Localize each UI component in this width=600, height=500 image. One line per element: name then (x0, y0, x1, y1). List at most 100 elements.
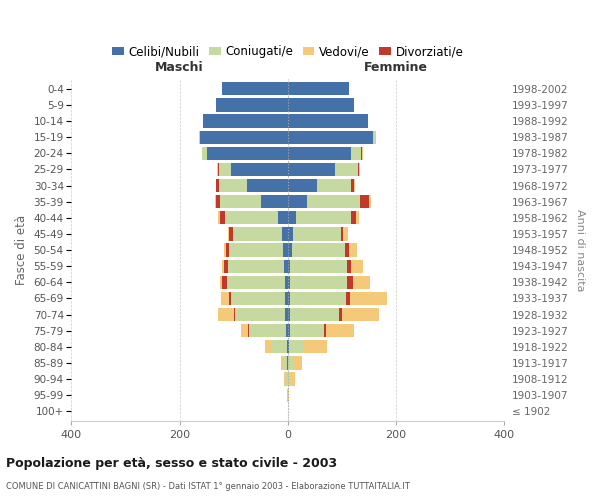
Bar (222, 276, 227, 289)
Bar (304, 340, 326, 353)
Bar (260, 195, 287, 208)
Bar (278, 211, 287, 224)
Bar (351, 211, 356, 224)
Bar (347, 276, 353, 289)
Bar (290, 324, 324, 338)
Bar (241, 324, 248, 338)
Bar (341, 228, 343, 240)
Bar (287, 340, 289, 353)
Bar (342, 308, 379, 321)
Bar (287, 98, 354, 112)
Bar (220, 211, 225, 224)
Bar (231, 163, 287, 176)
Bar (353, 276, 370, 289)
Bar (231, 292, 285, 305)
Bar (225, 211, 278, 224)
Bar (373, 130, 376, 144)
Bar (285, 308, 287, 321)
Bar (287, 244, 292, 256)
Text: COMUNE DI CANICATTINI BAGNI (SR) - Dati ISTAT 1° gennaio 2003 - Elaborazione TUT: COMUNE DI CANICATTINI BAGNI (SR) - Dati … (6, 482, 410, 491)
Bar (229, 244, 283, 256)
Bar (293, 228, 341, 240)
Bar (221, 292, 229, 305)
Bar (219, 179, 247, 192)
Y-axis label: Anni di nascita: Anni di nascita (575, 209, 585, 292)
Text: Maschi: Maschi (155, 60, 204, 74)
Bar (353, 179, 355, 192)
Bar (287, 372, 290, 386)
Bar (227, 228, 229, 240)
Bar (247, 179, 287, 192)
Bar (287, 130, 373, 144)
Bar (349, 244, 358, 256)
Bar (359, 195, 370, 208)
Bar (307, 195, 359, 208)
Bar (217, 98, 287, 112)
Bar (361, 146, 362, 160)
Bar (324, 324, 326, 338)
Bar (347, 260, 352, 273)
Bar (220, 195, 260, 208)
Bar (271, 340, 287, 353)
Bar (346, 292, 350, 305)
Bar (288, 356, 293, 370)
Bar (358, 163, 359, 176)
Bar (284, 372, 286, 386)
Bar (216, 195, 220, 208)
Bar (287, 114, 368, 128)
Bar (222, 82, 287, 96)
Bar (287, 179, 317, 192)
Bar (200, 130, 287, 144)
Bar (356, 211, 359, 224)
Bar (317, 179, 351, 192)
Bar (290, 292, 346, 305)
Bar (218, 308, 233, 321)
Bar (224, 260, 227, 273)
Bar (287, 82, 349, 96)
Bar (285, 292, 287, 305)
Bar (287, 276, 290, 289)
Bar (296, 211, 351, 224)
Bar (370, 195, 371, 208)
Bar (226, 244, 229, 256)
Bar (250, 324, 286, 338)
Bar (224, 244, 226, 256)
Bar (282, 228, 287, 240)
Bar (206, 146, 287, 160)
Bar (283, 244, 287, 256)
Bar (218, 211, 220, 224)
Bar (287, 211, 296, 224)
Bar (343, 228, 348, 240)
Bar (202, 146, 206, 160)
Bar (229, 292, 231, 305)
Bar (287, 324, 290, 338)
Bar (227, 260, 284, 273)
Bar (215, 195, 216, 208)
Bar (290, 260, 347, 273)
Bar (281, 356, 284, 370)
Bar (219, 163, 231, 176)
Bar (352, 146, 361, 160)
Bar (290, 276, 347, 289)
Bar (287, 260, 290, 273)
Bar (287, 308, 290, 321)
Bar (326, 324, 353, 338)
Bar (289, 340, 304, 353)
Bar (285, 276, 287, 289)
Bar (222, 260, 224, 273)
Bar (218, 163, 219, 176)
Bar (265, 340, 271, 353)
Bar (199, 130, 200, 144)
Y-axis label: Fasce di età: Fasce di età (15, 215, 28, 285)
Bar (217, 179, 219, 192)
Bar (286, 324, 287, 338)
Legend: Celibi/Nubili, Coniugati/e, Vedovi/e, Divorziati/e: Celibi/Nubili, Coniugati/e, Vedovi/e, Di… (107, 40, 469, 63)
Bar (287, 195, 307, 208)
Bar (290, 308, 339, 321)
Bar (293, 356, 302, 370)
Bar (203, 114, 287, 128)
Bar (350, 292, 386, 305)
Bar (287, 146, 352, 160)
Bar (287, 228, 293, 240)
Bar (352, 260, 364, 273)
